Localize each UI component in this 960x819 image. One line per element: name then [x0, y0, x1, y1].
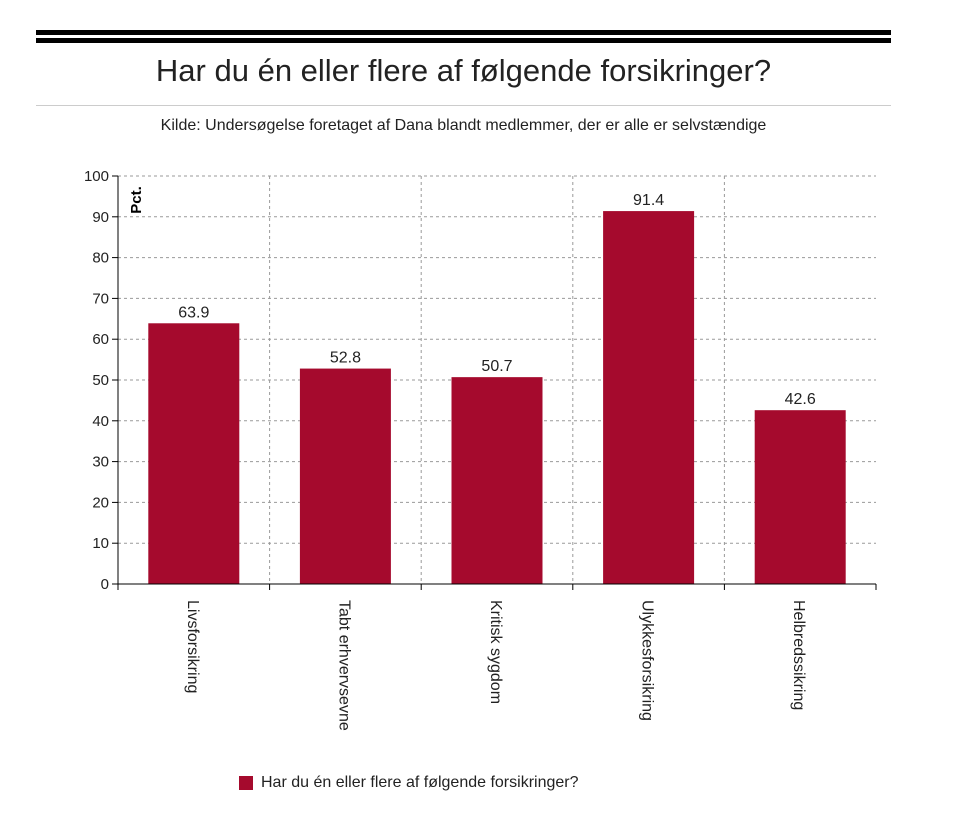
y-tick-label: 40: [92, 413, 109, 430]
y-tick-label: 0: [101, 576, 109, 593]
bar-value-label: 42.6: [785, 391, 816, 408]
bar[interactable]: [754, 410, 846, 584]
y-tick-label: 60: [92, 331, 109, 348]
bar-value-label: 52.8: [330, 350, 361, 367]
x-tick-label: Tabt erhvervsevne: [335, 600, 352, 731]
header-rule-top: [36, 30, 891, 35]
bar-value-label: 50.7: [481, 358, 512, 375]
legend-label: Har du én eller flere af følgende forsik…: [261, 774, 579, 791]
y-tick-label: 50: [92, 372, 109, 389]
y-tick-label: 70: [92, 290, 109, 307]
y-tick-label: 10: [92, 535, 109, 552]
x-tick-label: Ulykkesforsikring: [639, 600, 656, 721]
title-divider: [36, 105, 891, 106]
x-tick-label: Livsforsikring: [184, 600, 201, 693]
axes-layer: 0 10 20 30 40 50 60 70 80 90 100 Livsforsikring Tabt…: [84, 168, 877, 731]
x-tick-label: Helbredssikring: [790, 600, 807, 710]
y-tick-label: 100: [84, 168, 109, 185]
y-tick-label: 80: [92, 250, 109, 267]
bar[interactable]: [451, 377, 543, 584]
bar[interactable]: [299, 368, 391, 584]
bars-layer: 63.9 52.8 50.7 91.4 42.6: [148, 192, 846, 584]
bar[interactable]: [148, 323, 240, 584]
bar[interactable]: [603, 211, 695, 584]
bar-value-label: 63.9: [178, 304, 209, 321]
legend-swatch: [239, 776, 253, 790]
y-axis-label: Pct.: [128, 186, 145, 214]
y-tick-label: 30: [92, 454, 109, 471]
y-tick-label: 90: [92, 209, 109, 226]
chart-subtitle: Kilde: Undersøgelse foretaget af Dana bl…: [160, 117, 767, 134]
bar-value-label: 91.4: [633, 192, 664, 209]
y-tick-label: 20: [92, 494, 109, 511]
legend[interactable]: Har du én eller flere af følgende forsik…: [239, 774, 579, 792]
chart-title: Har du én eller flere af følgende forsik…: [155, 53, 772, 88]
x-tick-label: Kritisk sygdom: [487, 600, 504, 704]
header-rule-bottom: [36, 38, 891, 43]
